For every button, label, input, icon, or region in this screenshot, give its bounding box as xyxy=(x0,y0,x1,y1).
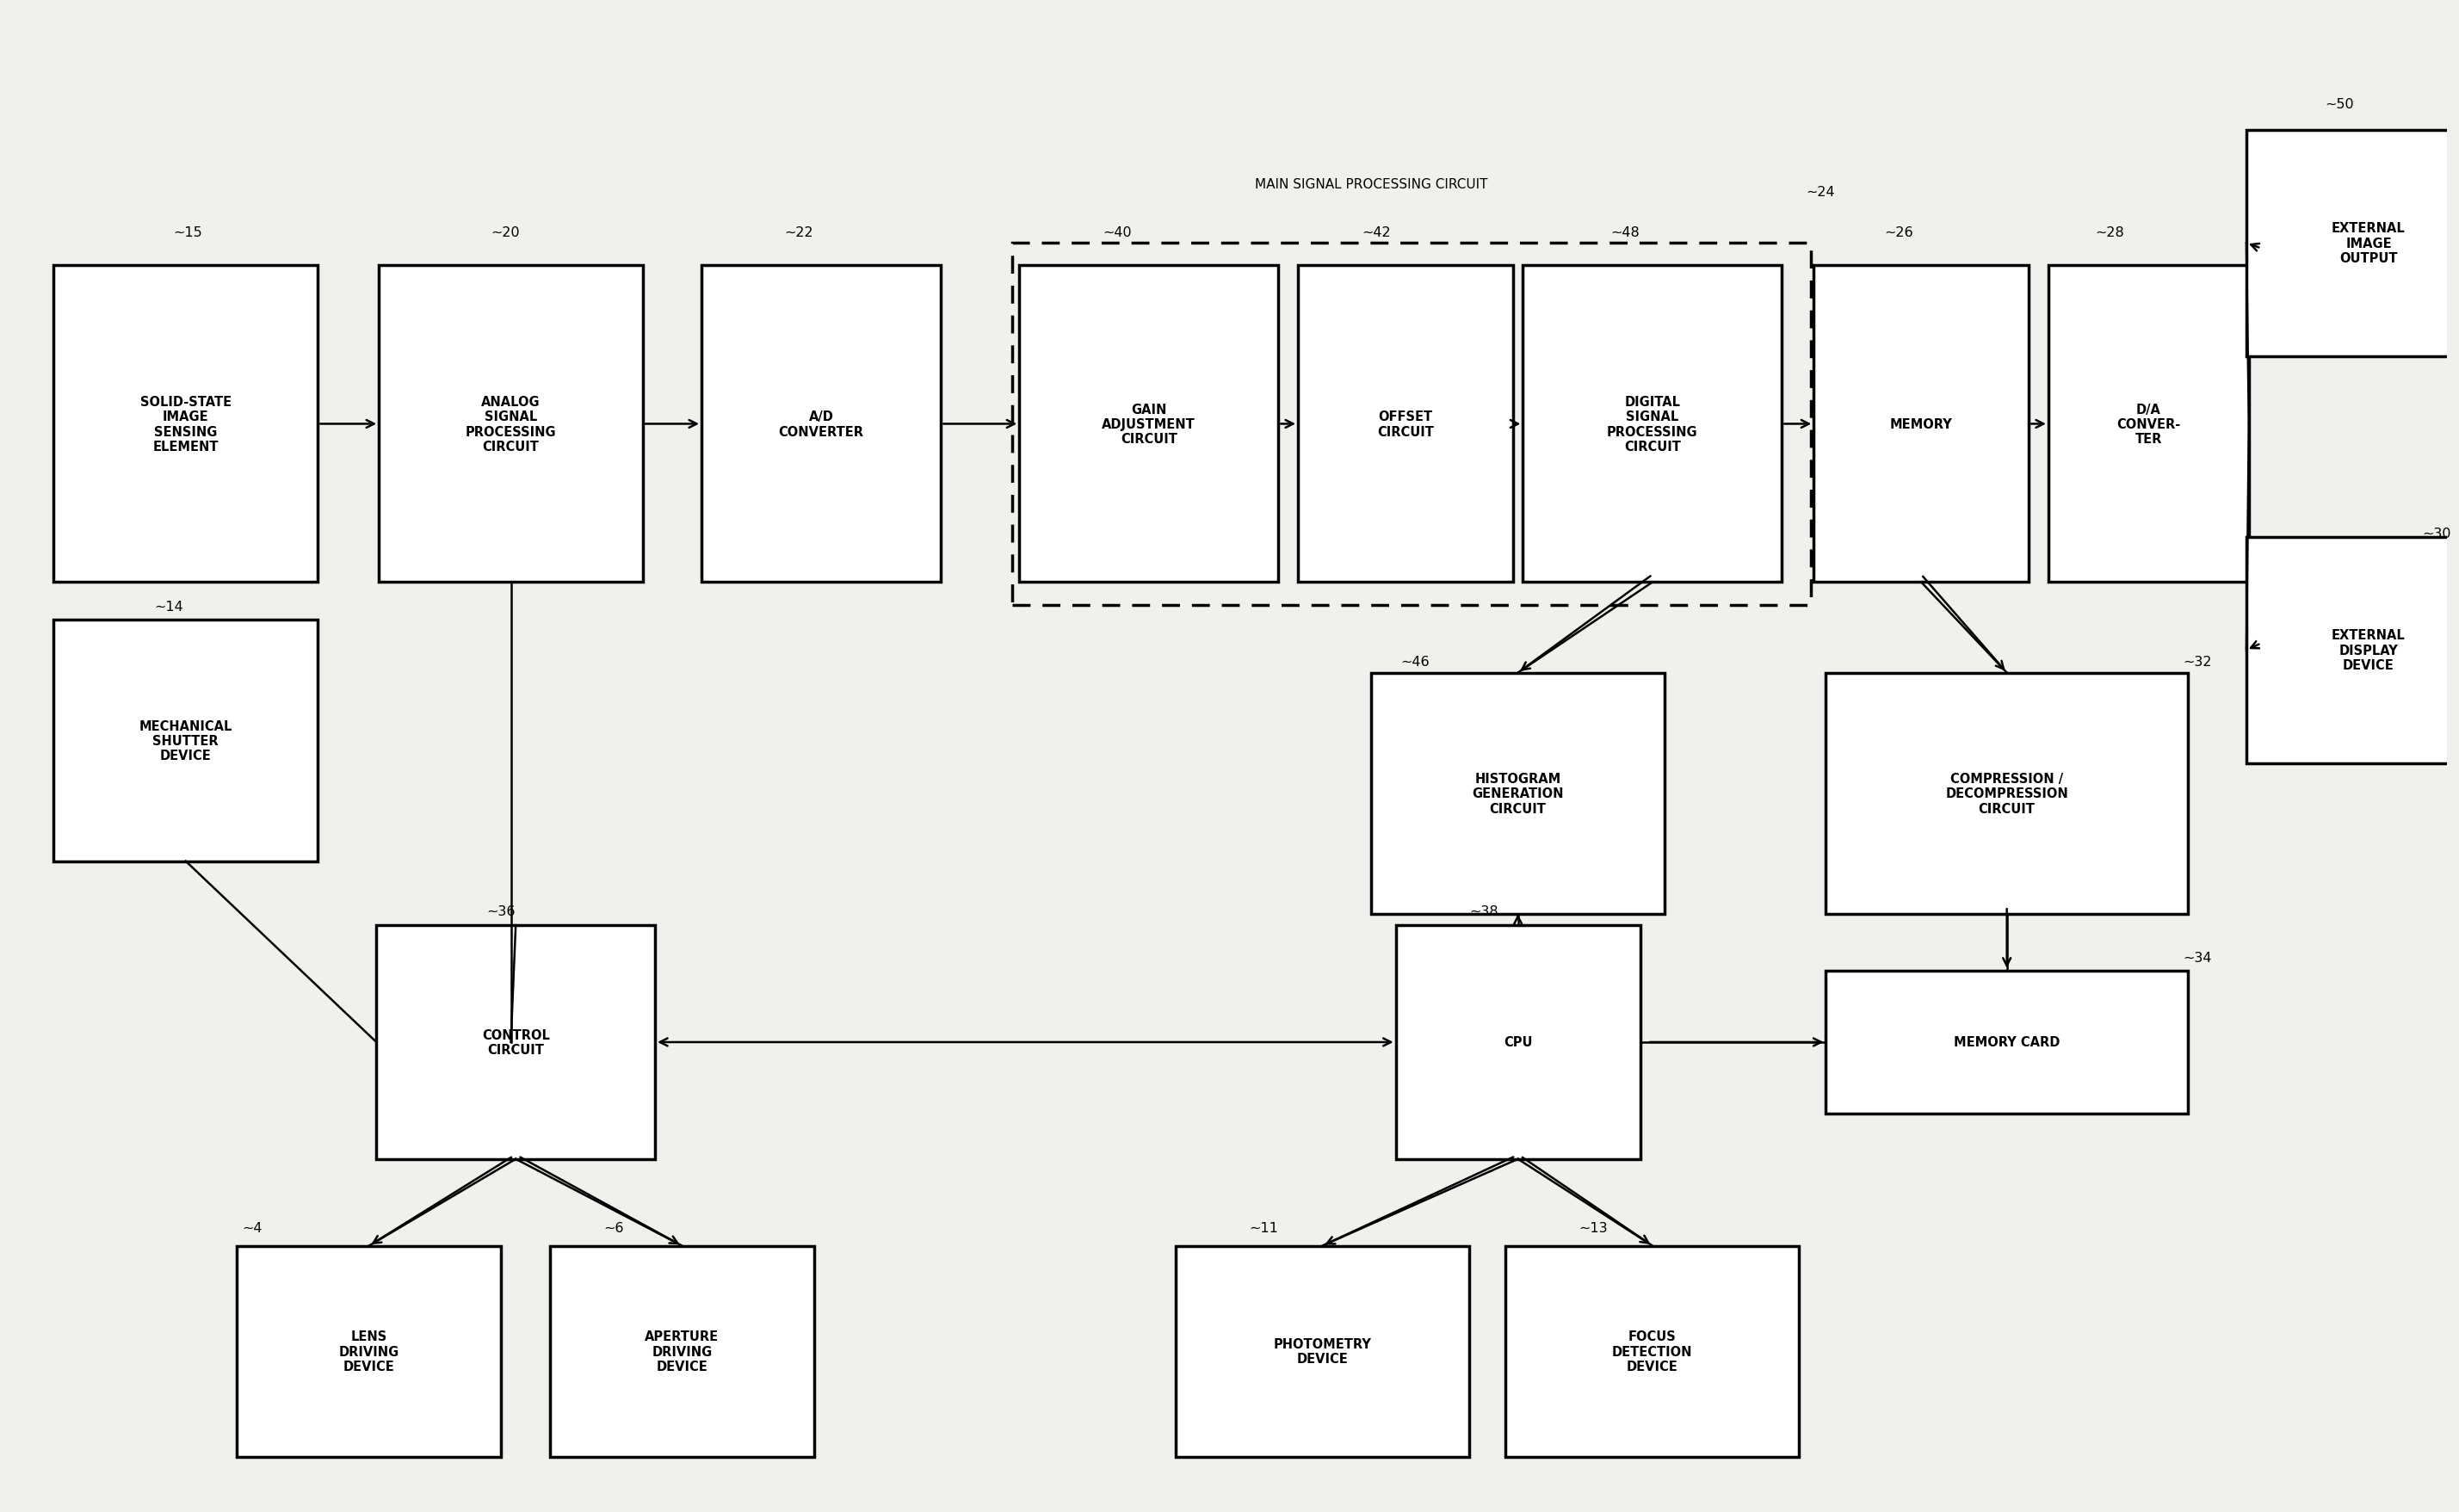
Text: ∼13: ∼13 xyxy=(1579,1220,1608,1234)
Bar xyxy=(1827,673,2189,915)
Text: ∼40: ∼40 xyxy=(1102,227,1131,239)
Text: ∼34: ∼34 xyxy=(2184,951,2211,965)
Bar xyxy=(1505,1246,1800,1458)
Bar xyxy=(2048,266,2250,582)
Text: FOCUS
DETECTION
DEVICE: FOCUS DETECTION DEVICE xyxy=(1613,1331,1692,1373)
Text: CONTROL
CIRCUIT: CONTROL CIRCUIT xyxy=(482,1028,551,1057)
Text: ∼6: ∼6 xyxy=(605,1220,625,1234)
Text: DIGITAL
SIGNAL
PROCESSING
CIRCUIT: DIGITAL SIGNAL PROCESSING CIRCUIT xyxy=(1606,396,1697,454)
Text: ∼20: ∼20 xyxy=(492,227,521,239)
Text: ∼42: ∼42 xyxy=(1362,227,1389,239)
Text: ∼4: ∼4 xyxy=(241,1220,263,1234)
Text: ∼48: ∼48 xyxy=(1611,227,1640,239)
Text: COMPRESSION /
DECOMPRESSION
CIRCUIT: COMPRESSION / DECOMPRESSION CIRCUIT xyxy=(1945,773,2068,815)
Text: MAIN SIGNAL PROCESSING CIRCUIT: MAIN SIGNAL PROCESSING CIRCUIT xyxy=(1254,178,1488,191)
Text: CPU: CPU xyxy=(1502,1036,1532,1049)
Text: A/D
CONVERTER: A/D CONVERTER xyxy=(780,410,863,438)
Text: MEMORY: MEMORY xyxy=(1891,417,1952,431)
Bar xyxy=(236,1246,502,1458)
Bar xyxy=(376,925,654,1160)
Bar xyxy=(1298,266,1512,582)
Text: EXTERNAL
IMAGE
OUTPUT: EXTERNAL IMAGE OUTPUT xyxy=(2331,222,2405,265)
Bar xyxy=(54,620,317,862)
Text: ∼14: ∼14 xyxy=(155,600,182,612)
Text: ANALOG
SIGNAL
PROCESSING
CIRCUIT: ANALOG SIGNAL PROCESSING CIRCUIT xyxy=(465,396,556,454)
Text: ∼28: ∼28 xyxy=(2095,227,2125,239)
Text: ∼30: ∼30 xyxy=(2422,528,2452,540)
Text: ∼24: ∼24 xyxy=(1807,186,1834,198)
Text: MEMORY CARD: MEMORY CARD xyxy=(1955,1036,2061,1049)
Bar xyxy=(2248,537,2459,764)
Text: EXTERNAL
DISPLAY
DEVICE: EXTERNAL DISPLAY DEVICE xyxy=(2331,629,2405,671)
Text: ∼32: ∼32 xyxy=(2184,656,2211,668)
Text: HISTOGRAM
GENERATION
CIRCUIT: HISTOGRAM GENERATION CIRCUIT xyxy=(1473,773,1564,815)
Text: OFFSET
CIRCUIT: OFFSET CIRCUIT xyxy=(1377,410,1434,438)
Text: D/A
CONVER-
TER: D/A CONVER- TER xyxy=(2117,404,2181,446)
Bar xyxy=(54,266,317,582)
Bar xyxy=(1827,971,2189,1114)
Text: ∼38: ∼38 xyxy=(1468,904,1498,918)
Text: MECHANICAL
SHUTTER
DEVICE: MECHANICAL SHUTTER DEVICE xyxy=(140,720,231,762)
Bar xyxy=(1397,925,1640,1160)
Bar xyxy=(1020,266,1279,582)
Text: LENS
DRIVING
DEVICE: LENS DRIVING DEVICE xyxy=(339,1331,398,1373)
Text: ∼22: ∼22 xyxy=(784,227,814,239)
Bar xyxy=(551,1246,814,1458)
Bar xyxy=(2248,130,2459,357)
Bar xyxy=(701,266,942,582)
Bar xyxy=(1522,266,1783,582)
Text: ∼46: ∼46 xyxy=(1402,656,1429,668)
Text: ∼11: ∼11 xyxy=(1249,1220,1279,1234)
Text: PHOTOMETRY
DEVICE: PHOTOMETRY DEVICE xyxy=(1274,1338,1372,1365)
Bar xyxy=(1013,243,1812,605)
Text: ∼26: ∼26 xyxy=(1884,227,1913,239)
Bar xyxy=(379,266,642,582)
Text: ∼36: ∼36 xyxy=(487,904,516,918)
Text: SOLID-STATE
IMAGE
SENSING
ELEMENT: SOLID-STATE IMAGE SENSING ELEMENT xyxy=(140,396,231,454)
Text: ∼50: ∼50 xyxy=(2324,98,2353,110)
Text: GAIN
ADJUSTMENT
CIRCUIT: GAIN ADJUSTMENT CIRCUIT xyxy=(1102,404,1195,446)
Text: APERTURE
DRIVING
DEVICE: APERTURE DRIVING DEVICE xyxy=(644,1331,718,1373)
Bar xyxy=(1815,266,2029,582)
Bar xyxy=(1175,1246,1468,1458)
Bar xyxy=(1372,673,1665,915)
Text: ∼15: ∼15 xyxy=(175,227,202,239)
